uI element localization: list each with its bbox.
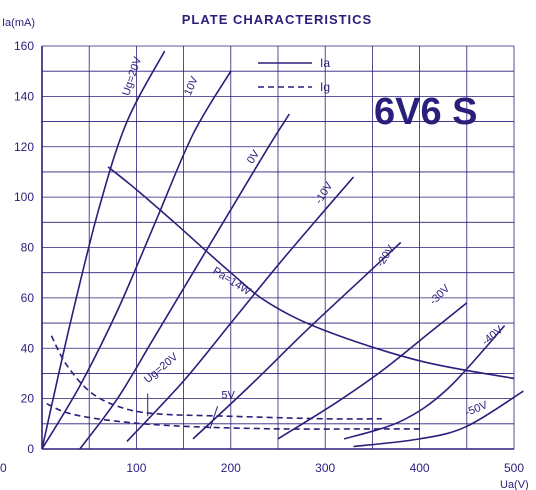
y-axis-label: Ia(mA)	[2, 17, 35, 29]
x-tick-label: 100	[126, 461, 146, 475]
curve-label: -20V	[374, 243, 397, 270]
curve-label: Ug=20V	[120, 55, 144, 97]
curve-label: Pa=14W	[210, 265, 253, 298]
series-ia-2	[79, 113, 290, 450]
series-ig-9	[50, 335, 382, 420]
curve-label: 0V	[245, 148, 263, 166]
y-tick-label: 20	[21, 392, 35, 406]
curve-label: 10V	[182, 74, 201, 97]
curve-label: -30V	[427, 282, 452, 307]
y-tick-label: 140	[14, 89, 34, 103]
series-ia-3	[126, 176, 355, 442]
leader-line	[209, 406, 219, 430]
y-tick-label: 100	[14, 190, 34, 204]
series-ia-0	[41, 50, 166, 450]
x-tick-label: 500	[504, 461, 524, 475]
series-ia-4	[192, 241, 402, 440]
curves	[41, 50, 524, 450]
series-ig-10	[46, 402, 420, 430]
y-tick-label: 0	[27, 442, 34, 456]
series-pa-8	[107, 166, 515, 380]
origin-label: 0	[0, 461, 7, 475]
y-tick-label: 120	[14, 140, 34, 154]
curve-label: Ug=20V	[142, 350, 181, 385]
chart-title: PLATE CHARACTERISTICS	[182, 12, 372, 27]
series-ia-1	[41, 70, 232, 450]
tick-labels: 100 200 300 400 500 0 20 40 60 80 100 120 140 160	[14, 39, 524, 475]
series-ia-5	[277, 302, 468, 440]
y-tick-label: 80	[21, 241, 35, 255]
y-tick-label: 60	[21, 291, 35, 305]
x-tick-label: 300	[315, 461, 335, 475]
legend-ig-label: Ig	[320, 80, 330, 94]
legend-ia-label: Ia	[320, 56, 330, 70]
y-tick-label: 40	[21, 341, 35, 355]
x-tick-label: 400	[410, 461, 430, 475]
series-ia-7	[353, 390, 524, 448]
curve-label: -40V	[480, 323, 506, 348]
y-tick-label: 160	[14, 39, 34, 53]
x-tick-label: 200	[221, 461, 241, 475]
x-axis-label: Ua(V)	[500, 479, 529, 490]
curve-label: 5V	[221, 390, 235, 402]
series-ia-6	[343, 325, 506, 440]
tube-type-label: 6V6 S	[374, 91, 478, 133]
legend: Ia Ig	[258, 56, 330, 94]
